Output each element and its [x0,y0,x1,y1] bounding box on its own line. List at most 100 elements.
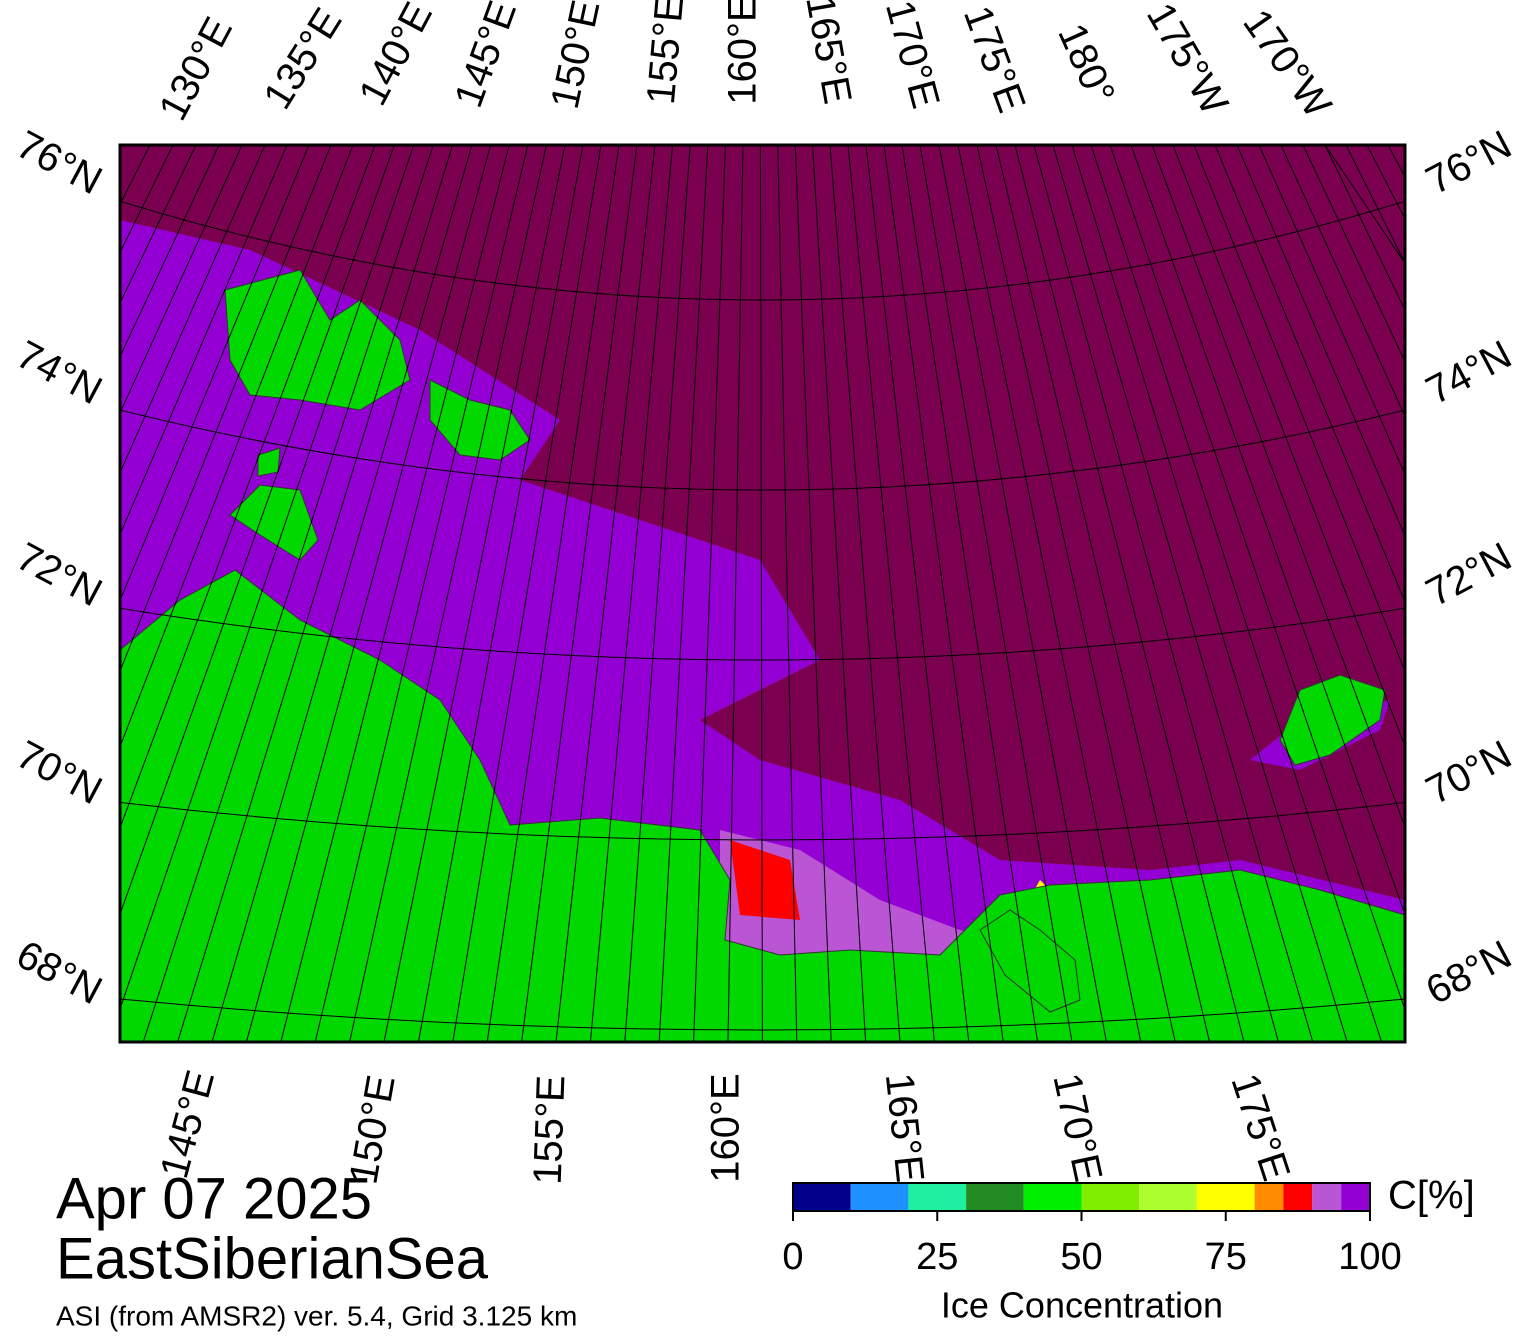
colorbar-tick-label: 50 [1060,1236,1102,1278]
colorbar-bin [1312,1183,1342,1211]
bottom-lon-label: 170°E [1044,1069,1110,1185]
parallel [120,607,1405,661]
meridian [211,145,473,1042]
meridian [938,145,1107,1042]
meridian [1214,145,1405,604]
parallel [120,801,1405,841]
land [979,909,1081,1013]
meridian [957,145,1142,1042]
meridian [555,145,656,1042]
ice-zone [120,220,700,830]
meridian [777,145,798,1042]
map-frame [118,143,1407,1044]
land [120,569,1405,1042]
land [1279,674,1386,766]
meridian [865,145,970,1042]
meridian [1071,145,1348,1042]
colorbar-tick-label: 25 [916,1236,958,1278]
colorbar-bin [908,1183,967,1211]
meridian [1151,145,1405,829]
meridian [624,145,691,1042]
meridian [1052,145,1314,1042]
bottom-lon-label: 175°E [1222,1068,1298,1186]
top-lon-label: 135°E [255,1,350,117]
meridian [919,145,1073,1042]
ice-zone [730,840,800,920]
meridian [120,145,376,830]
parallel [120,998,1405,1031]
meridian [1033,145,1279,1042]
meridian [486,145,620,1042]
colorbar-label: Ice Concentration [941,1285,1223,1326]
meridian [314,145,529,1042]
colorbar-bin [1023,1183,1082,1211]
meridian [120,145,220,358]
date: Apr 07 2025 [56,1166,372,1231]
meridian [521,145,638,1042]
meridian [120,145,310,602]
meridian [245,145,492,1042]
source: ASI (from AMSR2) ver. 5.4, Grid 3.125 km [56,1300,577,1331]
bottom-lon-label: 160°E [704,1073,748,1182]
left-lat-label: 72°N [9,534,109,615]
meridian [976,145,1176,1042]
top-lon-label: 180° [1049,17,1123,110]
meridian [1109,145,1405,1012]
top-lon-label: 155°E [639,0,692,106]
meridian [1090,145,1383,1042]
left-lat-label: 68°N [9,932,109,1013]
meridian [995,145,1211,1042]
meridian [901,145,1039,1042]
meridian [120,145,395,916]
bottom-lon-label: 165°E [877,1071,932,1184]
meridian [120,145,288,536]
colorbar: 0 25 50 75 100 [782,1182,1402,1278]
meridian [727,145,744,1042]
parallel [120,200,1405,301]
meridian [120,145,197,305]
meridian [383,145,566,1042]
colorbar-tick-label: 100 [1338,1236,1401,1278]
meridian [589,145,674,1042]
top-lon-label: 165°E [797,0,859,107]
meridian [280,145,510,1042]
meridian [1014,145,1245,1042]
colorbar-bin [793,1183,851,1211]
meridian [120,145,332,673]
meridian [452,145,602,1042]
map-area [120,145,1405,1042]
parallel [120,409,1405,491]
right-lat-label: 70°N [1419,732,1519,813]
meridian [658,145,709,1042]
meridian [1130,145,1405,916]
meridian [417,145,584,1042]
meridian [847,145,935,1042]
meridian [759,145,763,1042]
meridian [1236,145,1405,538]
colorbar-bin [1081,1183,1140,1211]
region: EastSiberianSea [56,1226,489,1291]
meridian [120,145,243,415]
meridian [120,145,354,748]
colorbar-bin [1341,1183,1370,1211]
right-lat-label: 72°N [1419,534,1519,615]
meridian [812,145,867,1042]
top-lon-label: 130°E [151,10,241,127]
top-lon-label: 175°E [955,0,1034,118]
meridian [120,145,415,1011]
left-lat-label: 74°N [9,332,109,413]
land [224,269,411,411]
meridian [177,145,454,1042]
top-lon-label: 140°E [351,0,441,112]
meridian [1302,145,1405,363]
meridian [120,145,266,474]
colorbar-unit: C[%] [1388,1174,1475,1218]
colorbar-tick-label: 75 [1205,1236,1247,1278]
meridian [883,145,1004,1042]
colorbar-bin [1283,1183,1313,1211]
meridian [794,145,832,1042]
colorbar-bin [1254,1183,1284,1211]
top-lon-label: 175°W [1138,0,1236,122]
left-lat-label: 70°N [9,732,109,813]
